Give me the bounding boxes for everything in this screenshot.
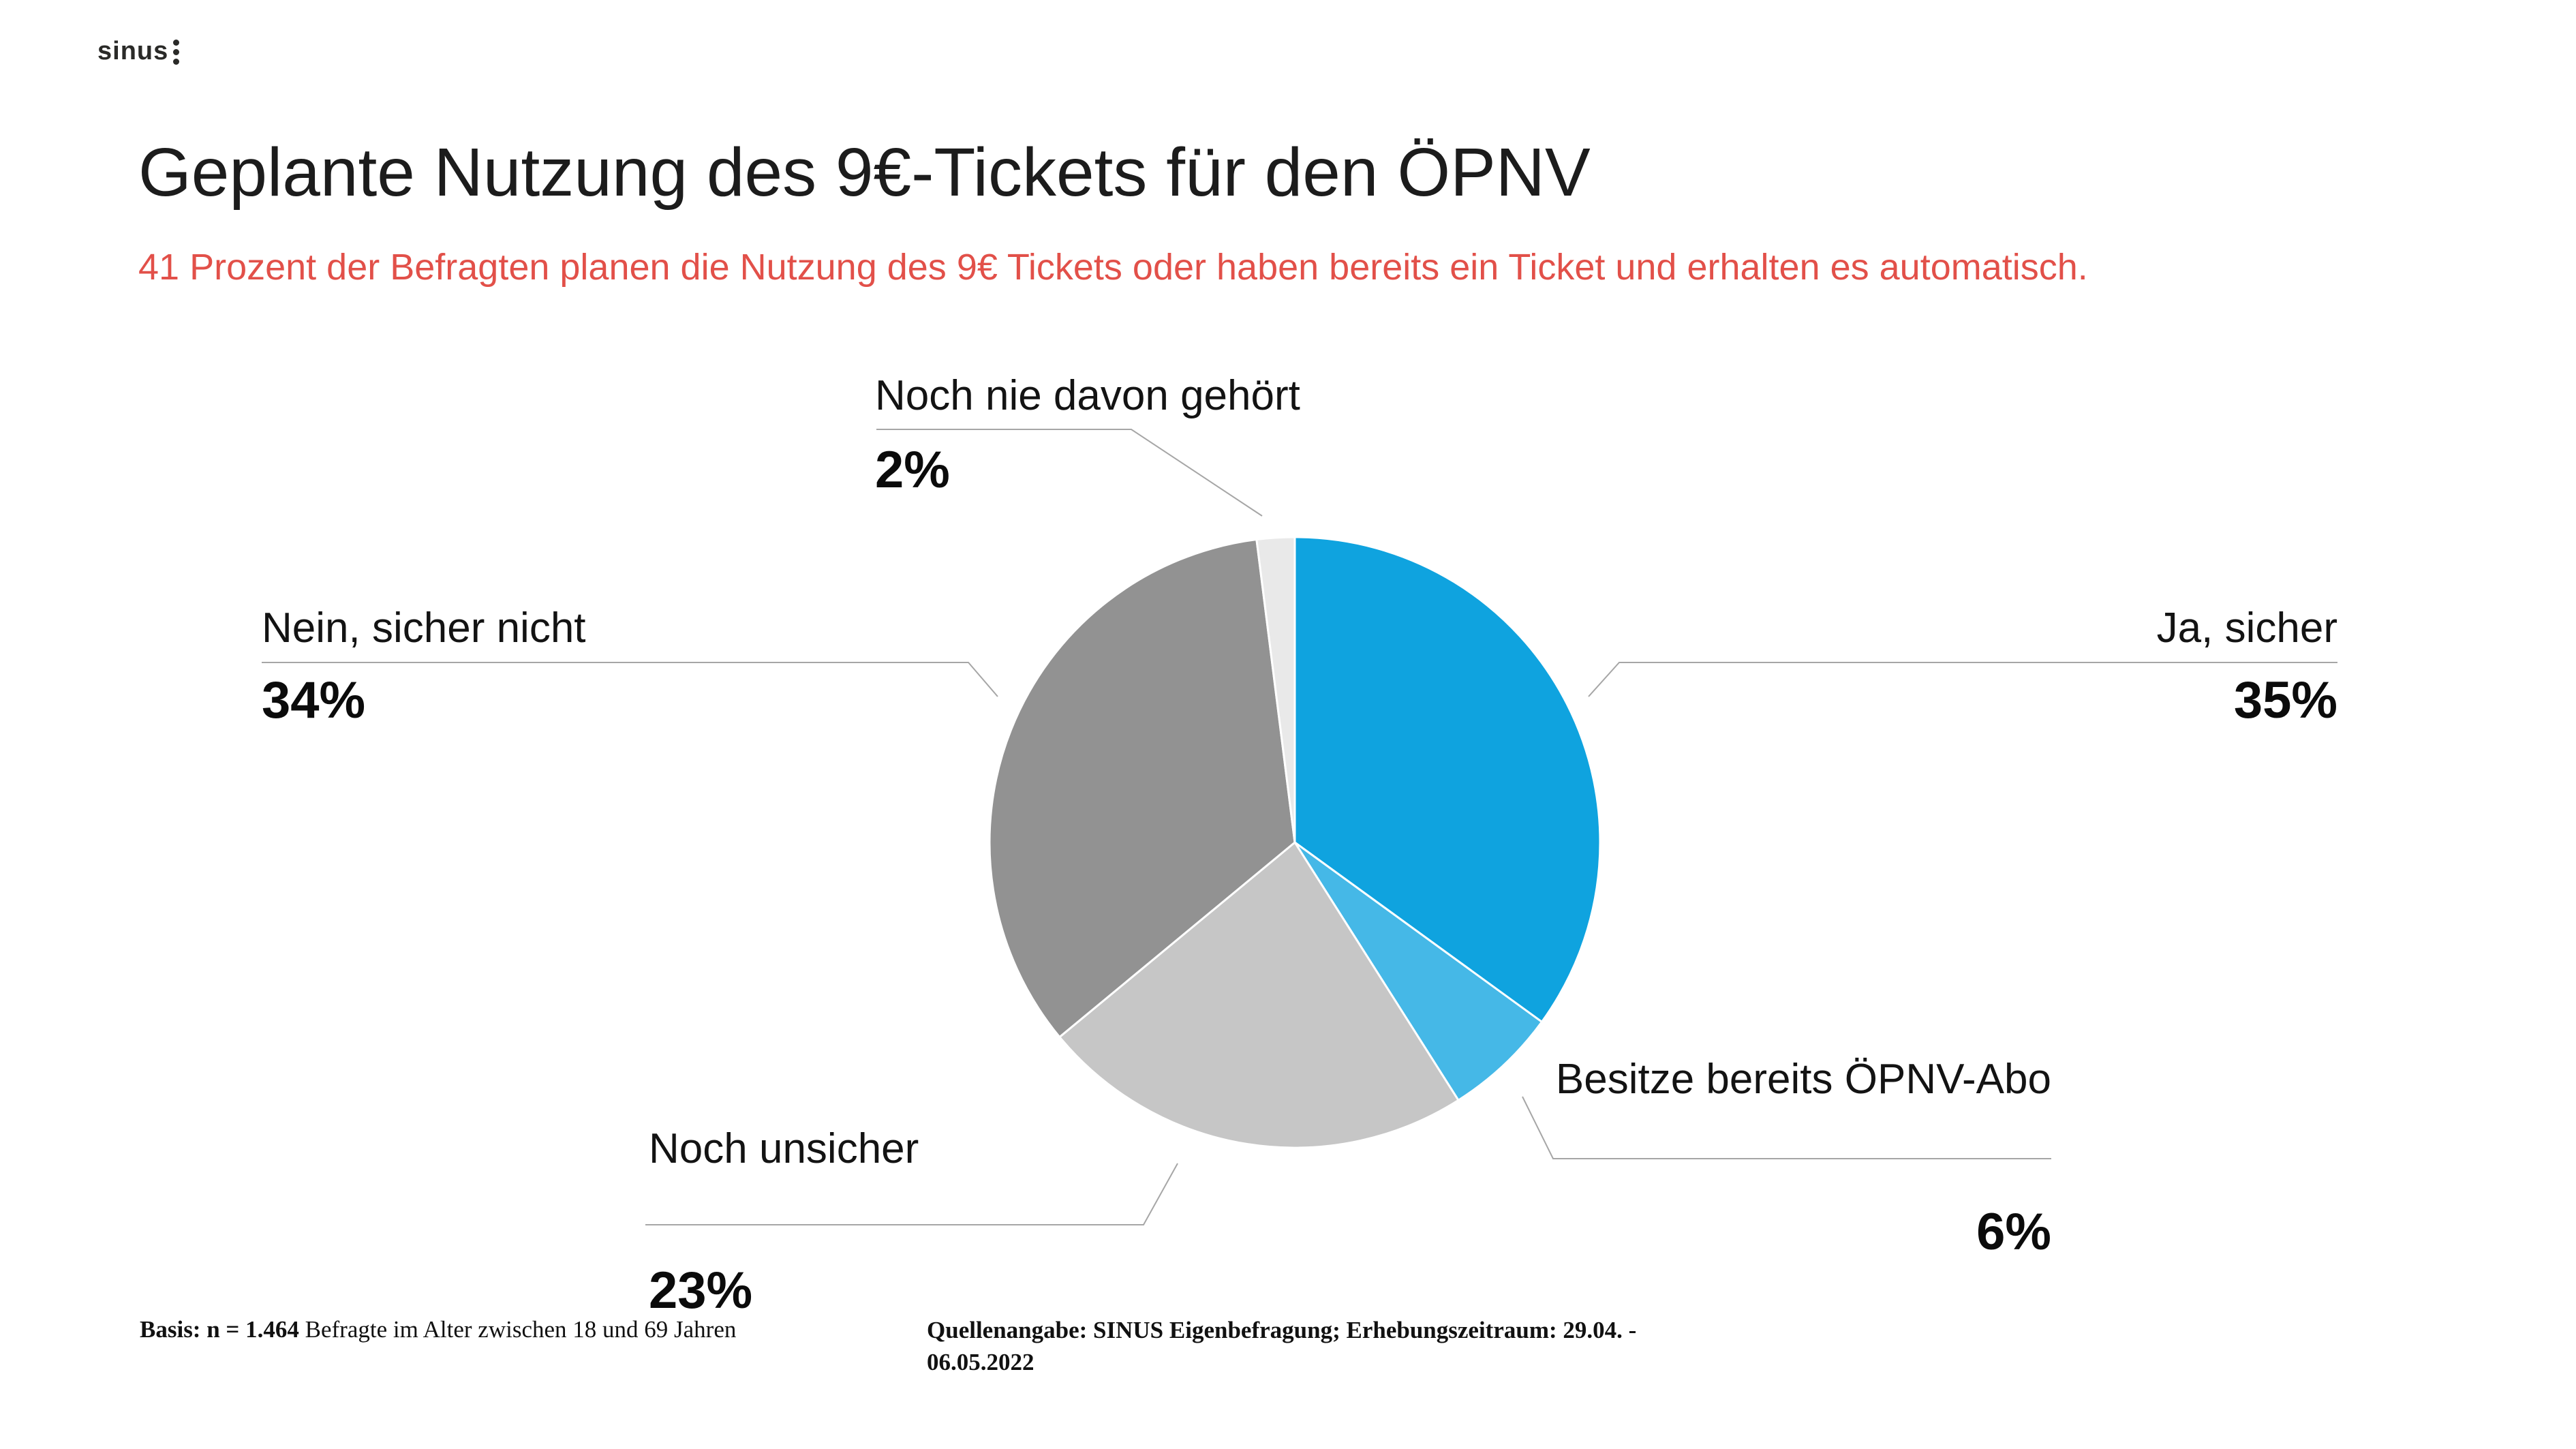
logo-tricolon-icon xyxy=(173,40,180,65)
basis-note-rest: Befragte im Alter zwischen 18 und 69 Jah… xyxy=(298,1316,737,1343)
slice-value-ja-sicher: 35% xyxy=(2233,671,2337,729)
slice-value-noch-unsicher: 23% xyxy=(649,1262,753,1320)
logo-wordmark: sinus xyxy=(97,36,169,65)
pie-chart xyxy=(988,536,1601,1149)
pie-slice-1 xyxy=(1293,841,1543,1101)
pie-slice-4 xyxy=(1255,536,1296,844)
source-note-line2: 06.05.2022 xyxy=(927,1349,1034,1375)
page-title: Geplante Nutzung des 9€-Tickets für den … xyxy=(138,134,1591,211)
slice-value-noch-nie-davon-gehoert: 2% xyxy=(875,441,950,499)
key-finding-subtitle: 41 Prozent der Befragten planen die Nutz… xyxy=(138,247,2088,288)
pie-slice-2 xyxy=(1058,841,1460,1149)
slice-label-ja-sicher: Ja, sicher xyxy=(2156,605,2337,652)
leader-line-ja-sicher xyxy=(1588,662,2337,697)
pie-slices xyxy=(988,536,1601,1149)
slice-value-besitze-abo: 6% xyxy=(1976,1203,2051,1261)
slice-value-nein-sicher-nicht: 34% xyxy=(262,671,366,729)
slice-label-noch-unsicher: Noch unsicher xyxy=(649,1125,919,1172)
slice-label-noch-nie-davon-gehoert: Noch nie davon gehört xyxy=(875,372,1300,419)
basis-note-bold: Basis: n = 1.464 xyxy=(140,1316,299,1343)
sinus-logo: sinus xyxy=(97,36,180,65)
pie-slice-0 xyxy=(1293,536,1601,1023)
source-note-line1: Quellenangabe: SINUS Eigenbefragung; Erh… xyxy=(927,1317,1637,1343)
source-note: Quellenangabe: SINUS Eigenbefragung; Erh… xyxy=(927,1314,1690,1378)
slice-label-nein-sicher-nicht: Nein, sicher nicht xyxy=(262,605,586,652)
basis-note: Basis: n = 1.464 Befragte im Alter zwisc… xyxy=(140,1314,736,1345)
pie-slice-3 xyxy=(988,538,1296,1039)
leader-line-nein-sicher-nicht xyxy=(262,662,998,697)
slice-label-besitze-abo: Besitze bereits ÖPNV-Abo xyxy=(1555,1056,2051,1103)
